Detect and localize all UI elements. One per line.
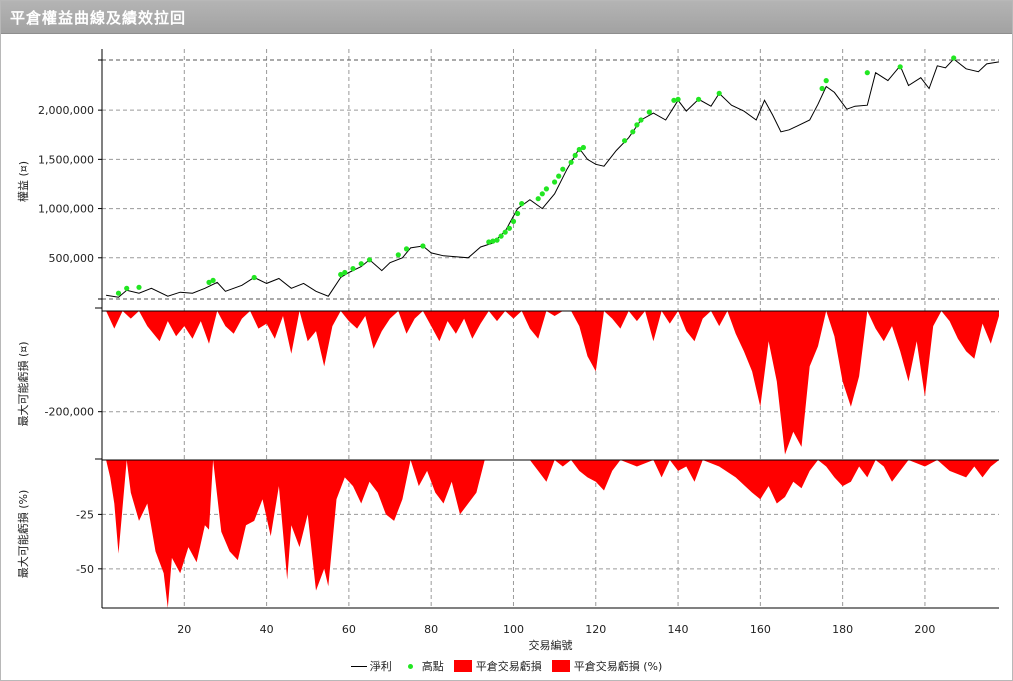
legend-item-net-profit: 淨利: [350, 658, 392, 674]
y-tick-label: -25: [76, 508, 94, 521]
x-tick-label: 180: [832, 623, 853, 636]
legend-line-swatch: [350, 665, 367, 667]
high-point-marker: [552, 179, 558, 185]
y-tick-label: 2,000,000: [38, 104, 94, 117]
high-point-marker: [634, 122, 640, 128]
x-tick-label: 80: [424, 623, 438, 636]
high-point-marker: [366, 257, 373, 263]
high-point-marker: [115, 290, 122, 296]
chart-legend: 淨利 高點 平倉交易虧損 平倉交易虧損 (%): [1, 658, 1012, 674]
high-point-marker: [572, 152, 578, 158]
high-point-marker: [646, 109, 652, 115]
y-tick-label: 1,000,000: [38, 203, 94, 216]
high-point-marker: [486, 239, 492, 245]
high-point-marker: [506, 225, 512, 231]
high-point-marker: [210, 277, 216, 283]
high-point-marker: [568, 159, 574, 165]
high-point-marker: [696, 96, 702, 102]
x-tick-label: 60: [342, 623, 356, 636]
y-tick-label: 500,000: [49, 252, 95, 265]
high-point-marker: [560, 166, 566, 172]
high-point-marker: [823, 78, 829, 84]
high-point-marker: [864, 70, 870, 76]
legend-dot-swatch: [407, 663, 413, 669]
x-tick-label: 140: [668, 623, 689, 636]
y-tick-label: -200,000: [45, 406, 94, 419]
x-axis-label: 交易編號: [529, 638, 573, 652]
legend-label-drawdown: 平倉交易虧損: [475, 660, 542, 673]
x-tick-label: 160: [750, 623, 771, 636]
high-point-marker: [350, 266, 356, 272]
high-point-marker: [358, 261, 364, 267]
title-bar: 平倉權益曲線及績效拉回: [1, 1, 1012, 34]
high-point-marker: [338, 271, 344, 278]
legend-label-drawdown-percent: 平倉交易虧損 (%): [573, 660, 663, 673]
high-point-marker: [136, 284, 142, 290]
high-point-marker: [490, 238, 496, 244]
high-point-marker: [556, 173, 562, 179]
x-tick-label: 120: [585, 623, 606, 636]
legend-item-highs: 高點: [402, 658, 444, 674]
high-point-marker: [535, 196, 541, 202]
high-point-marker: [716, 90, 722, 96]
legend-box-swatch: [551, 660, 570, 672]
high-point-marker: [494, 237, 500, 243]
window-title: 平倉權益曲線及績效拉回: [10, 9, 187, 27]
high-point-marker: [403, 246, 410, 252]
drawdown-amount-y-axis-label: 最大可能虧損 (¤): [16, 341, 30, 426]
high-point-marker: [515, 210, 521, 217]
drawdown-amount-area: [106, 311, 1000, 455]
y-tick-label: -50: [76, 563, 94, 576]
net-profit-line: [106, 58, 1000, 298]
equity-y-axis-label: 權益 (¤): [16, 161, 30, 202]
high-point-marker: [580, 144, 587, 151]
legend-item-drawdown-percent: 平倉交易虧損 (%): [551, 658, 663, 674]
high-point-marker: [251, 274, 257, 281]
legend-label-net-profit: 淨利: [369, 660, 392, 673]
high-point-marker: [124, 285, 130, 291]
high-point-marker: [897, 64, 903, 70]
legend-label-highs: 高點: [421, 660, 444, 673]
high-point-marker: [502, 229, 508, 235]
y-tick-label: 1,500,000: [38, 153, 94, 166]
high-point-marker: [543, 186, 550, 192]
high-point-marker: [951, 55, 957, 61]
x-tick-label: 100: [503, 623, 524, 636]
high-point-marker: [519, 201, 525, 207]
high-point-marker: [510, 218, 517, 224]
legend-box-swatch: [453, 660, 472, 672]
high-point-marker: [671, 97, 677, 103]
high-point-marker: [206, 279, 212, 285]
high-point-marker: [342, 269, 348, 276]
high-point-marker: [576, 146, 582, 153]
x-tick-label: 40: [260, 623, 274, 636]
drawdown-percent-area: [106, 460, 1000, 608]
high-point-marker: [675, 96, 681, 102]
high-point-marker: [539, 191, 545, 197]
high-point-marker: [395, 252, 401, 258]
drawdown-percent-y-axis-label: 最大可能虧損 (%): [16, 490, 30, 579]
high-point-marker: [498, 233, 504, 239]
high-point-marker: [819, 85, 825, 92]
high-point-marker: [622, 138, 628, 144]
high-point-marker: [638, 117, 644, 123]
high-point-marker: [630, 129, 636, 135]
x-tick-label: 20: [177, 623, 191, 636]
x-tick-label: 200: [914, 623, 935, 636]
high-point-marker: [420, 243, 426, 249]
legend-item-drawdown: 平倉交易虧損: [453, 658, 542, 674]
